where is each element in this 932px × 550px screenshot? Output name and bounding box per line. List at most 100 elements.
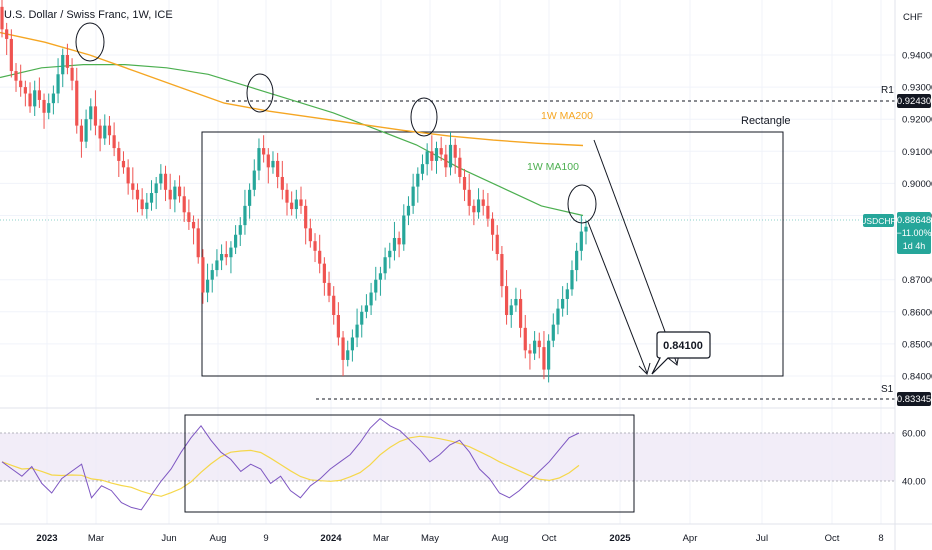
candle-body [523,327,527,351]
candle [476,188,481,219]
candle-body [70,67,74,81]
circle-marker [567,184,597,224]
time-axis[interactable]: 2023 Mar Jun Aug 9 2024 Mar May Aug Oct 2025 Apr Jul… [36,533,883,544]
candle [472,199,476,226]
candle [364,294,369,319]
candle [33,80,37,116]
time-tick-label: 9 [263,533,268,544]
candle-body [448,144,453,168]
candle [308,218,312,248]
candle [500,245,504,298]
candle-body [103,125,107,139]
candle [294,189,298,219]
candle [523,315,527,359]
candle [215,249,219,277]
candle [575,242,579,282]
circle-marker [246,73,274,113]
candle [280,160,284,200]
candle [304,199,308,245]
time-tick-label: 2024 [320,533,342,544]
candle-body [215,260,219,271]
candle-body [65,55,70,68]
candle [0,0,4,38]
candle [177,175,182,203]
candle-body [131,183,135,190]
target-callout[interactable]: 0.84100 [651,331,711,375]
chart-title: U.S. Dollar / Swiss Franc, 1W, ICE [4,9,173,21]
candle-body [360,311,364,325]
candle [290,191,294,216]
candle-body [369,292,373,306]
candle [248,183,252,219]
rsi-rectangle[interactable] [184,414,635,513]
projection-arrow [593,139,678,365]
candle [313,233,317,263]
candle [542,331,546,380]
candle-body [486,205,490,219]
candle-body [219,254,224,261]
candle [430,135,434,171]
price-tick-label: 0.84000 [902,372,932,383]
candle [89,98,93,131]
candle-body [112,135,116,149]
candle [453,138,457,174]
candle-body [98,125,102,139]
candle [528,343,532,370]
candle-body [341,337,345,360]
candle-body [19,80,23,88]
time-tick-label: 2023 [36,533,57,544]
candle [51,85,55,115]
rectangle-pattern[interactable] [201,131,784,377]
candle-body [542,347,546,370]
time-tick-label: Aug [210,533,227,544]
candle-body [107,125,112,136]
candle-body [37,90,41,100]
candle [154,176,158,210]
candle-body [336,315,340,338]
candle-body [173,186,177,200]
candle [397,231,401,258]
candle-body [518,298,523,328]
candle [392,221,397,261]
candle [140,188,144,216]
candle-body [327,282,331,296]
rsi-scale[interactable]: 60.00 40.00 [902,429,926,488]
candle [262,135,266,163]
time-tick-label: Mar [88,533,104,544]
candle-body [355,324,359,338]
candle [65,43,70,75]
candle-body [383,257,387,274]
candle-body [51,93,55,104]
candle [42,93,46,129]
candle [229,241,233,274]
candle-body [458,157,462,177]
candle-body [490,218,495,235]
candle [210,263,214,293]
candle [271,151,275,174]
circle-marker [410,97,438,137]
candle [561,286,565,317]
candle-body [121,160,126,168]
candle-body [56,74,60,94]
candle [346,340,350,367]
candle-body [205,279,210,293]
candle-body [476,199,481,213]
candle [341,331,345,376]
candle [131,167,135,200]
candle [467,173,471,216]
candle-body [84,119,88,142]
candle [196,218,200,264]
candle-body [374,279,378,293]
candle [448,132,453,176]
r1-badge [897,94,931,108]
candle [75,67,79,134]
rsi-tick-label: 60.00 [902,429,926,440]
candle-body [140,199,144,210]
candle [425,143,429,176]
candle-body [364,305,369,312]
candle [47,93,51,120]
candle-body [280,176,284,190]
